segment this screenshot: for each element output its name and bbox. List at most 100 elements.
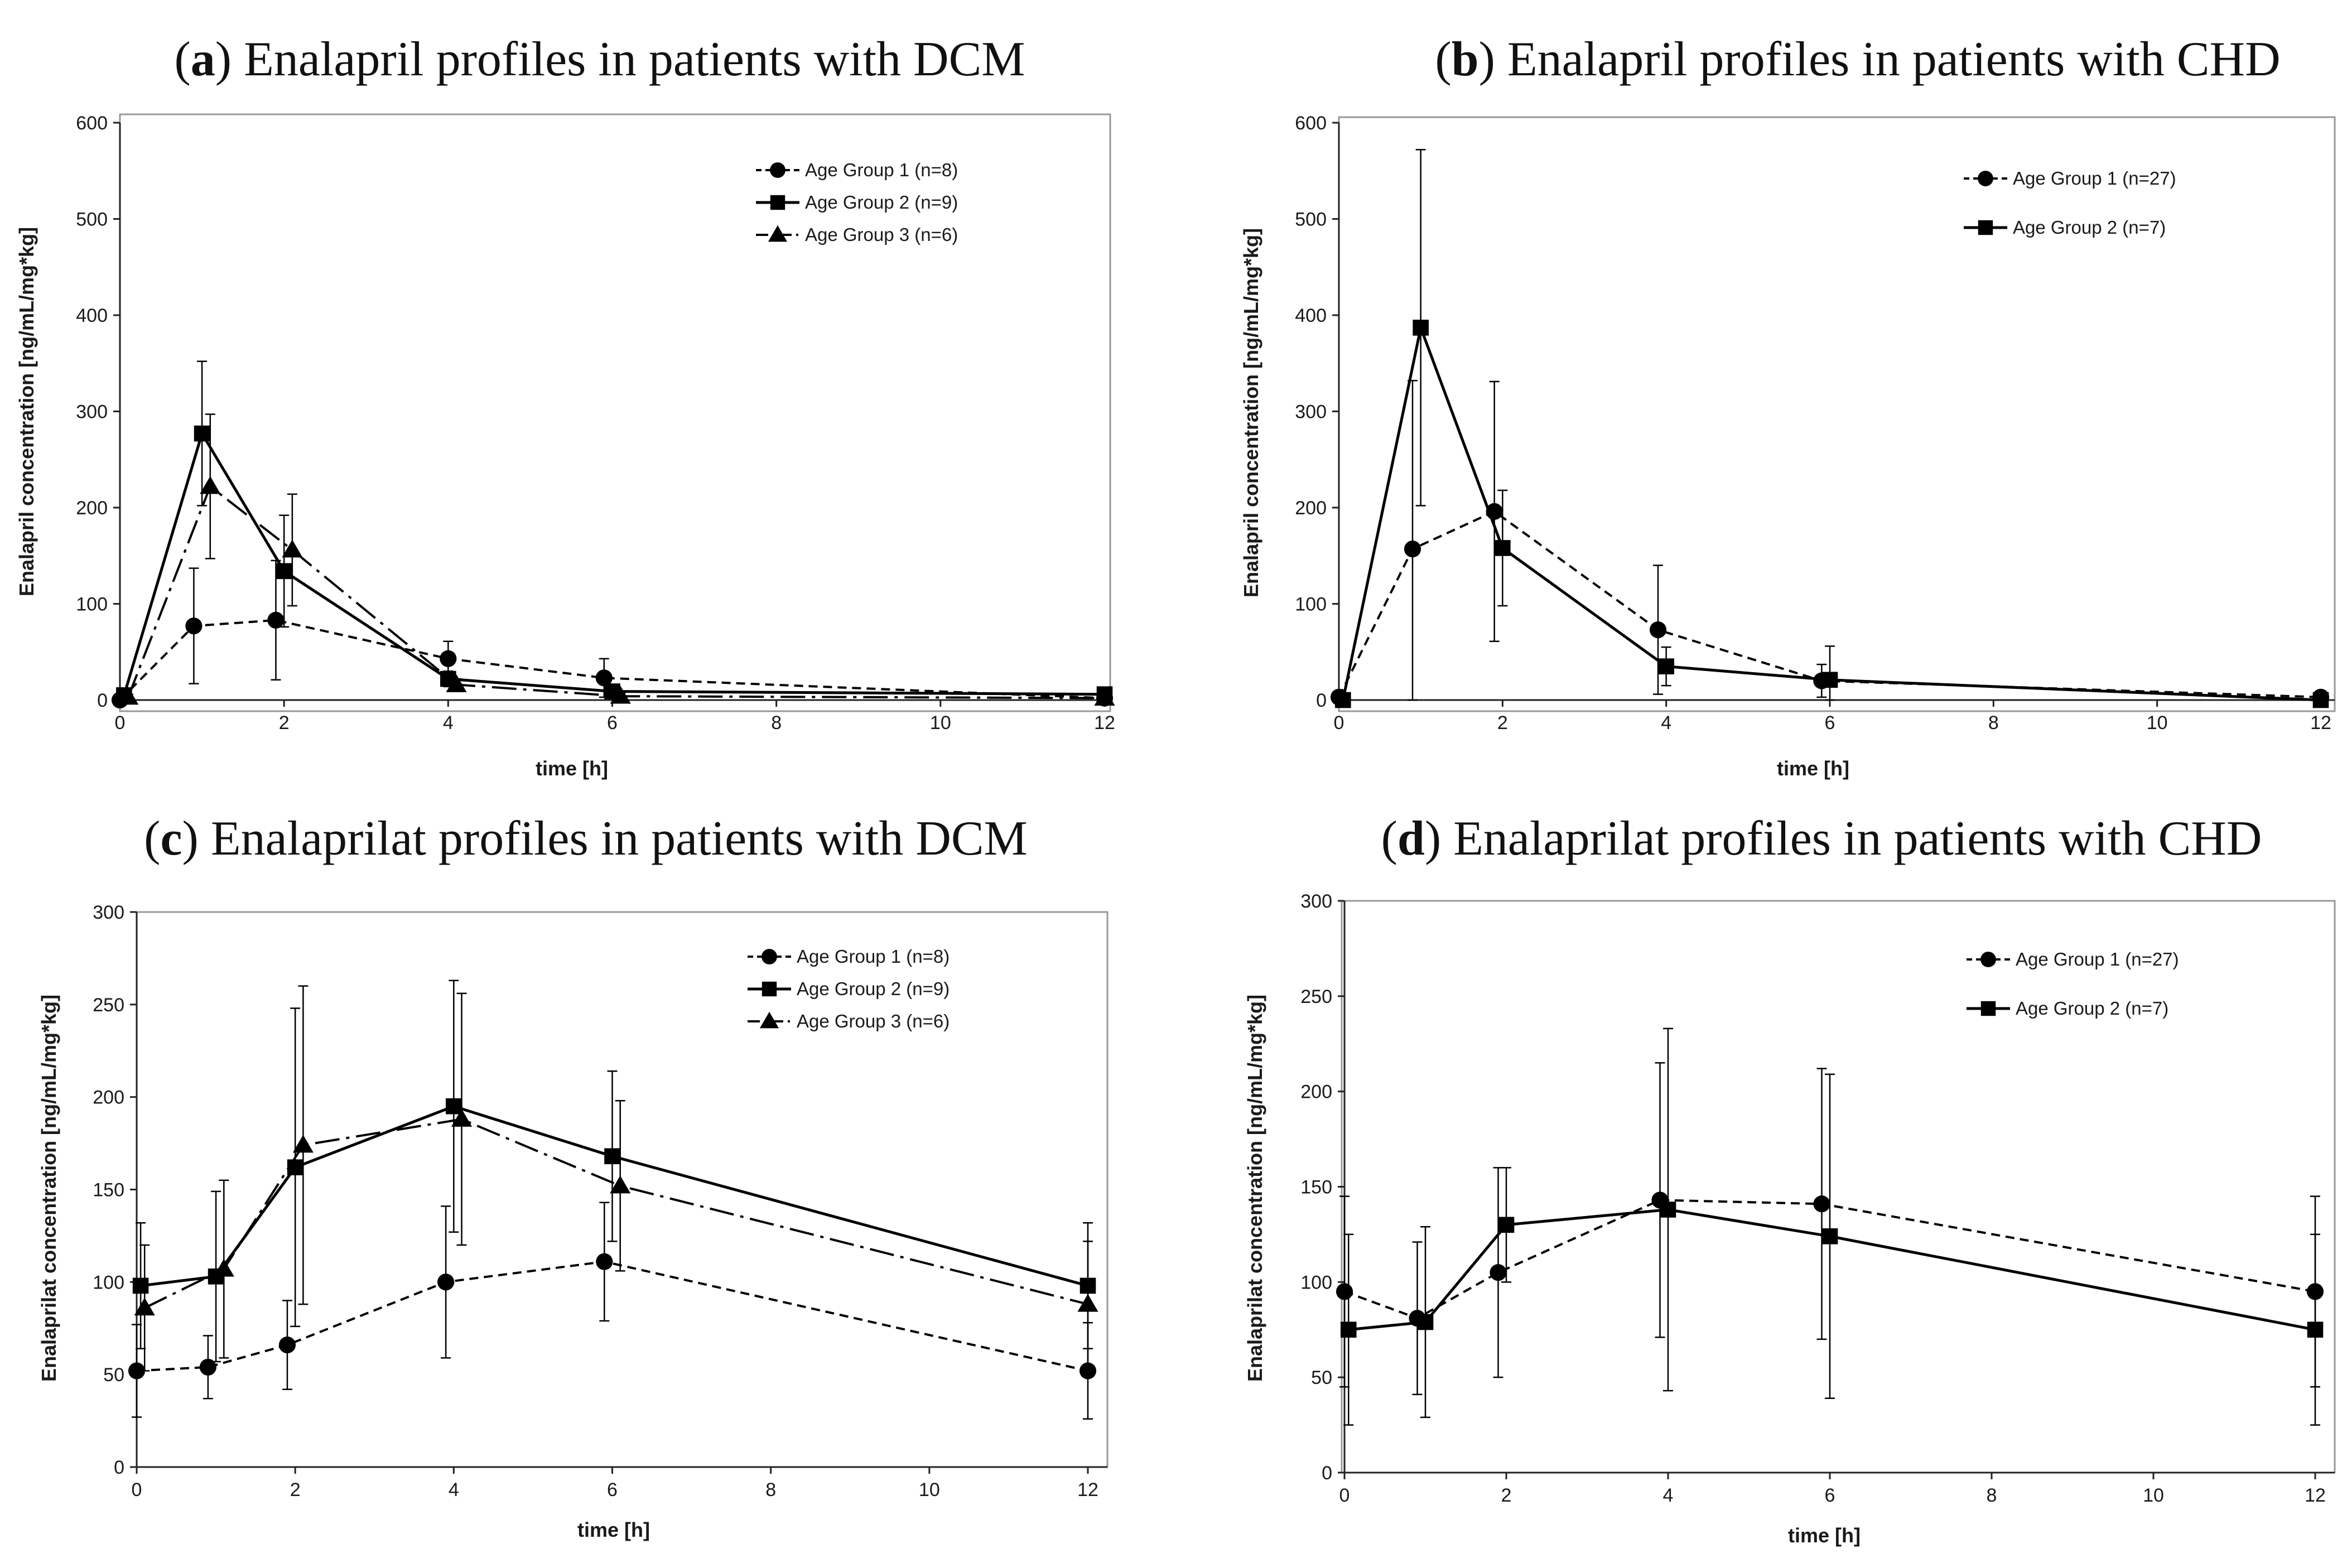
y-tick-label: 200 (1300, 1082, 1332, 1103)
data-point (446, 1098, 462, 1115)
data-point (1417, 1314, 1434, 1330)
y-tick-label: 300 (76, 402, 108, 423)
x-tick-label: 12 (2305, 1485, 2326, 1506)
series-3 (118, 413, 1115, 706)
y-tick-label: 100 (1300, 1272, 1332, 1293)
series-line (144, 1118, 1088, 1309)
panel-title: (d) Enalaprilat profiles in patients wit… (1381, 812, 2262, 866)
y-tick-label: 500 (1295, 209, 1327, 230)
y-tick-label: 300 (1295, 402, 1327, 423)
y-tick-label: 200 (93, 1087, 124, 1108)
data-point (213, 1258, 234, 1277)
data-point (2312, 692, 2329, 708)
chart-panel-b: (b) Enalapril profiles in patients with … (1240, 32, 2336, 780)
panel-title: (c) Enalaprilat profiles in patients wit… (144, 812, 1028, 866)
y-tick-label: 0 (97, 690, 108, 711)
y-tick-label: 150 (1300, 1177, 1332, 1198)
data-point (610, 686, 631, 704)
x-tick-label: 6 (607, 1479, 618, 1501)
chart-panel-d: (d) Enalaprilat profiles in patients wit… (1244, 812, 2336, 1547)
data-point (1490, 1264, 1507, 1281)
x-tick-label: 6 (1825, 1485, 1835, 1506)
x-tick-label: 12 (1077, 1479, 1098, 1501)
data-point (604, 1148, 620, 1165)
data-point (1813, 1195, 1830, 1213)
legend-label: Age Group 1 (n=27) (2013, 168, 2176, 189)
plot-frame (1341, 900, 2336, 1474)
y-tick-label: 250 (1300, 986, 1332, 1007)
title-paren-open: ( (1435, 32, 1451, 86)
legend-item: Age Group 1 (n=27) (1964, 168, 2176, 189)
chart-panel-c: (c) Enalaprilat profiles in patients wit… (37, 812, 1109, 1541)
y-tick-label: 400 (1295, 305, 1327, 326)
legend-item: Age Group 1 (n=8) (748, 946, 950, 967)
y-tick-label: 300 (93, 902, 124, 923)
title-paren-close: ) (215, 32, 232, 86)
x-tick-label: 6 (1825, 712, 1835, 734)
data-point (1077, 1294, 1098, 1312)
legend-label: Age Group 1 (n=8) (797, 946, 950, 967)
x-axis-label: time [h] (536, 757, 608, 780)
y-axis-label: Enalapril concentration [ng/mL/mg*kg] (15, 227, 38, 596)
legend-item: Age Group 1 (n=8) (756, 160, 958, 180)
data-point (1498, 1217, 1515, 1233)
title-paren-close: ) (1425, 812, 1441, 866)
data-point (1658, 658, 1674, 674)
legend-item: Age Group 2 (n=9) (748, 978, 950, 999)
panel-title: (b) Enalapril profiles in patients with … (1435, 32, 2280, 86)
data-point (446, 674, 467, 692)
panel-title: (a) Enalapril profiles in patients with … (174, 32, 1025, 86)
data-point (267, 611, 285, 629)
data-point (278, 1337, 296, 1354)
data-point (199, 1358, 216, 1376)
data-point (128, 1362, 146, 1379)
title-paren-close: ) (1479, 32, 1495, 86)
title-text: Enalapril profiles in patients with CHD (1507, 32, 2281, 86)
x-tick-label: 8 (1988, 712, 1999, 734)
legend-label: Age Group 2 (n=7) (2013, 217, 2166, 238)
y-tick-label: 400 (76, 305, 108, 326)
data-point (1821, 672, 1838, 688)
data-point (596, 1253, 613, 1270)
data-point (451, 1108, 473, 1127)
legend-item: Age Group 2 (n=7) (1964, 217, 2166, 238)
x-tick-label: 4 (1663, 1485, 1674, 1506)
data-point (292, 1135, 314, 1153)
series-2 (1340, 1027, 2324, 1426)
data-point (1413, 320, 1429, 336)
data-point (1821, 1228, 1838, 1244)
legend-item: Age Group 2 (n=7) (1967, 998, 2168, 1019)
data-point (185, 617, 203, 635)
legend-label: Age Group 2 (n=7) (2016, 998, 2168, 1019)
title-space (1441, 812, 1453, 866)
plot-frame (119, 113, 1111, 712)
legend-label: Age Group 1 (n=27) (2016, 949, 2179, 969)
legend-item: Age Group 3 (n=6) (748, 1011, 950, 1031)
legend-marker (1980, 1001, 1996, 1016)
legend-marker (1980, 952, 1996, 967)
y-tick-label: 600 (76, 113, 108, 134)
data-point (282, 539, 303, 558)
x-tick-label: 0 (1339, 1485, 1350, 1506)
legend-marker (762, 981, 777, 997)
data-point (595, 669, 613, 687)
x-tick-label: 4 (443, 712, 454, 734)
legend-label: Age Group 3 (n=6) (797, 1011, 950, 1031)
data-point (1649, 621, 1667, 639)
legend-label: Age Group 3 (n=6) (805, 224, 958, 245)
y-tick-label: 500 (76, 209, 108, 230)
legend-item: Age Group 1 (n=27) (1967, 949, 2179, 969)
legend-label: Age Group 1 (n=8) (805, 160, 958, 180)
x-tick-label: 0 (115, 712, 126, 734)
x-tick-label: 0 (132, 1479, 142, 1501)
legend-marker (770, 162, 785, 178)
x-tick-label: 8 (1987, 1485, 1997, 1506)
y-axis-label: Enalaprilat concentration [ng/mL/mg*kg] (1244, 995, 1266, 1382)
x-tick-label: 6 (607, 712, 618, 734)
title-paren-open: ( (1381, 812, 1397, 866)
x-tick-label: 10 (2143, 1485, 2164, 1506)
series-line (119, 619, 1105, 701)
y-tick-label: 0 (1322, 1463, 1332, 1484)
data-point (440, 650, 457, 667)
